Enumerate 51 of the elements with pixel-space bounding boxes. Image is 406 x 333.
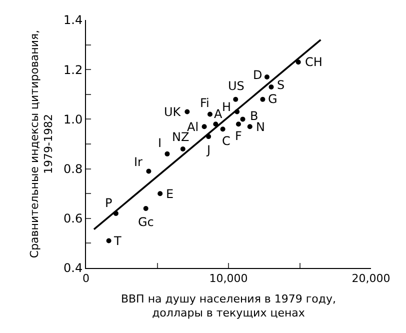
x-tick-label: 20,000 [352,272,390,286]
point [158,191,163,196]
point [296,60,301,65]
annotation: S [277,78,285,92]
annotation: G [268,92,278,106]
y-axis-title: Сравнительные индексы цитирования, 1979-1982 [28,30,56,258]
point [268,84,274,90]
point [180,146,186,152]
point [260,96,266,102]
point [184,109,190,114]
annotation: T [113,234,122,248]
annotation: I [158,136,162,150]
annotation: A [214,107,223,121]
annotation: E [166,187,174,201]
annotation: Gc [138,215,154,229]
annotation: J [206,143,211,157]
annotation: Al [187,120,199,134]
annotation: F [235,129,242,143]
point [264,74,270,80]
annotation: Ir [134,155,143,169]
annotation: Fi [200,96,210,110]
y-tick-label: 1.4 [64,13,83,28]
point [106,238,112,244]
point [233,96,238,102]
x-axis-title: ВВП на душу населения в 1979 году, доллары в текущих ценах [120,292,336,320]
y-tick-label: 1.0 [64,112,83,126]
y-tick-label: 0.8 [64,162,83,176]
point [143,206,148,211]
y-tick-label: 0.4 [64,261,83,276]
annotation: US [228,79,244,93]
annotation: UK [164,105,182,119]
annotation: D [253,68,262,82]
annotation: H [222,100,232,114]
point [202,124,207,130]
y-tick-label: 1.2 [64,62,83,77]
point [207,112,212,117]
annotation: B [250,109,258,123]
annotation: NZ [172,130,190,144]
point [164,151,170,156]
annotation: N [256,120,265,134]
annotation: CH [305,55,322,69]
annotation: C [222,134,230,148]
point [146,168,152,174]
point [220,126,226,132]
annotation: P [105,196,112,210]
x-tick-label: 10,000 [209,272,248,286]
x-tick-label: 0 [82,272,90,286]
point [236,122,241,127]
y-tick-label: 0.6 [64,212,83,226]
point [240,116,246,122]
point [247,124,252,130]
